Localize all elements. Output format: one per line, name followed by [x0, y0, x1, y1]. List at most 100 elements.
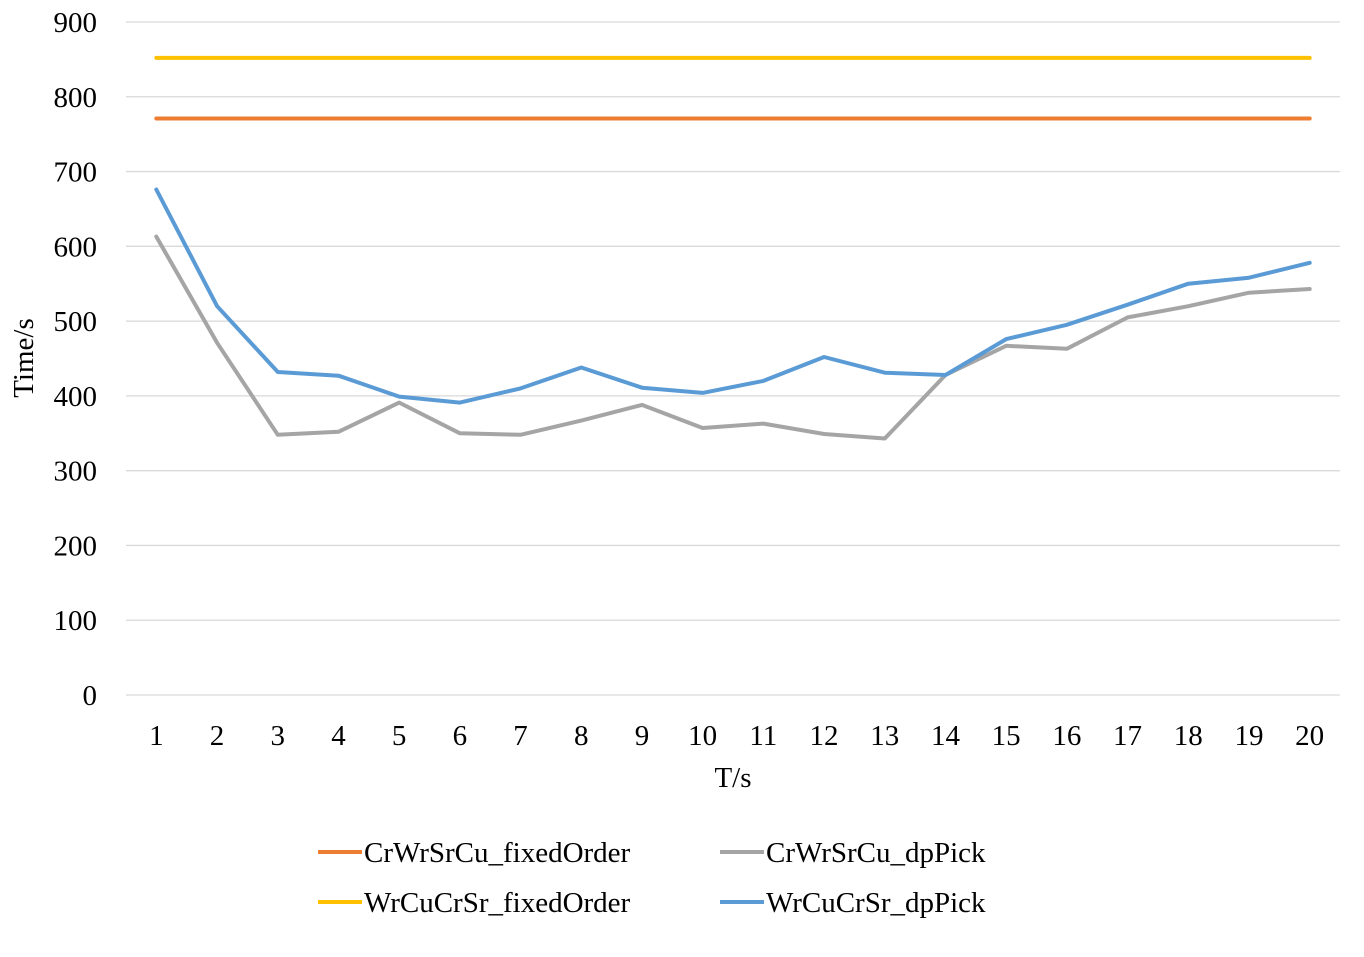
data-point	[215, 56, 219, 60]
data-point	[1065, 56, 1069, 60]
data-point	[943, 56, 947, 60]
y-tick-label: 900	[54, 7, 98, 39]
y-tick-label: 0	[83, 680, 98, 712]
data-point	[1126, 56, 1130, 60]
x-tick-label: 2	[210, 720, 225, 752]
data-point	[1004, 344, 1008, 348]
series-lines	[154, 55, 1312, 441]
data-point	[822, 116, 826, 120]
data-point	[579, 56, 583, 60]
y-tick-label: 300	[54, 456, 98, 488]
data-point	[579, 365, 583, 369]
x-tick-label: 3	[271, 720, 286, 752]
data-point	[1247, 291, 1251, 295]
x-tick-label: 13	[870, 720, 899, 752]
y-axis-ticks: 0 100 200 300 400 500 600 700 800 900	[54, 7, 98, 712]
data-point	[458, 431, 462, 435]
data-point	[519, 433, 523, 437]
legend-label: CrWrSrCu_dpPick	[766, 837, 986, 869]
x-tick-label: 10	[688, 720, 717, 752]
y-tick-label: 600	[54, 231, 98, 263]
data-point	[883, 437, 887, 441]
data-point	[519, 116, 523, 120]
data-point	[1247, 116, 1251, 120]
data-point	[336, 56, 340, 60]
data-point	[640, 386, 644, 390]
y-tick-label: 500	[54, 306, 98, 338]
x-axis-ticks: 1 2 3 4 5 6 7 8 9 10 11 12 13 14 15 16 17 18 19 20	[149, 720, 1324, 752]
data-point	[701, 391, 705, 395]
x-tick-label: 20	[1295, 720, 1324, 752]
data-point	[640, 56, 644, 60]
data-point	[943, 373, 947, 377]
x-tick-label: 6	[453, 720, 468, 752]
data-point	[1186, 282, 1190, 286]
data-point	[1186, 304, 1190, 308]
data-point	[822, 355, 826, 359]
y-tick-label: 800	[54, 82, 98, 114]
data-point	[579, 116, 583, 120]
data-point	[761, 116, 765, 120]
data-point	[579, 419, 583, 423]
legend-label: WrCuCrSr_dpPick	[766, 887, 986, 919]
data-point	[397, 56, 401, 60]
data-point	[1126, 315, 1130, 319]
data-point	[397, 116, 401, 120]
data-point	[458, 116, 462, 120]
data-point	[1126, 303, 1130, 307]
data-point	[519, 386, 523, 390]
data-point	[1065, 116, 1069, 120]
data-point	[397, 401, 401, 405]
x-tick-label: 17	[1113, 720, 1142, 752]
data-point	[276, 433, 280, 437]
data-point	[215, 304, 219, 308]
x-tick-label: 1	[149, 720, 164, 752]
data-point	[1247, 276, 1251, 280]
y-axis-title: Time/s	[8, 318, 40, 398]
data-point	[822, 56, 826, 60]
x-tick-label: 16	[1052, 720, 1081, 752]
data-point	[883, 56, 887, 60]
data-point	[883, 116, 887, 120]
data-point	[640, 403, 644, 407]
data-point	[1004, 56, 1008, 60]
data-point	[1308, 56, 1312, 60]
data-point	[336, 116, 340, 120]
data-point	[215, 116, 219, 120]
x-tick-label: 18	[1174, 720, 1203, 752]
data-point	[1065, 347, 1069, 351]
data-point	[519, 56, 523, 60]
data-point	[1308, 287, 1312, 291]
data-point	[761, 422, 765, 426]
data-point	[458, 401, 462, 405]
series-line-WrCuCrSr_dpPick	[154, 187, 1312, 405]
y-tick-label: 700	[54, 157, 98, 189]
x-tick-label: 15	[992, 720, 1021, 752]
data-point	[397, 395, 401, 399]
data-point	[154, 56, 158, 60]
x-tick-label: 11	[749, 720, 777, 752]
data-point	[640, 116, 644, 120]
data-point	[1004, 337, 1008, 341]
data-point	[154, 188, 158, 192]
legend-label: CrWrSrCu_fixedOrder	[364, 837, 631, 869]
y-tick-label: 100	[54, 605, 98, 637]
data-point	[943, 116, 947, 120]
series-line-CrWrSrCu_dpPick	[154, 234, 1312, 441]
y-tick-label: 400	[54, 381, 98, 413]
data-point	[701, 426, 705, 430]
data-point	[276, 370, 280, 374]
x-tick-label: 9	[635, 720, 650, 752]
x-tick-label: 5	[392, 720, 407, 752]
data-point	[154, 235, 158, 239]
data-point	[883, 371, 887, 375]
x-axis-title: T/s	[714, 762, 751, 794]
x-tick-label: 14	[931, 720, 961, 752]
data-point	[154, 116, 158, 120]
data-point	[336, 430, 340, 434]
data-point	[276, 116, 280, 120]
data-point	[336, 374, 340, 378]
x-tick-label: 19	[1234, 720, 1263, 752]
y-tick-label: 200	[54, 530, 98, 562]
